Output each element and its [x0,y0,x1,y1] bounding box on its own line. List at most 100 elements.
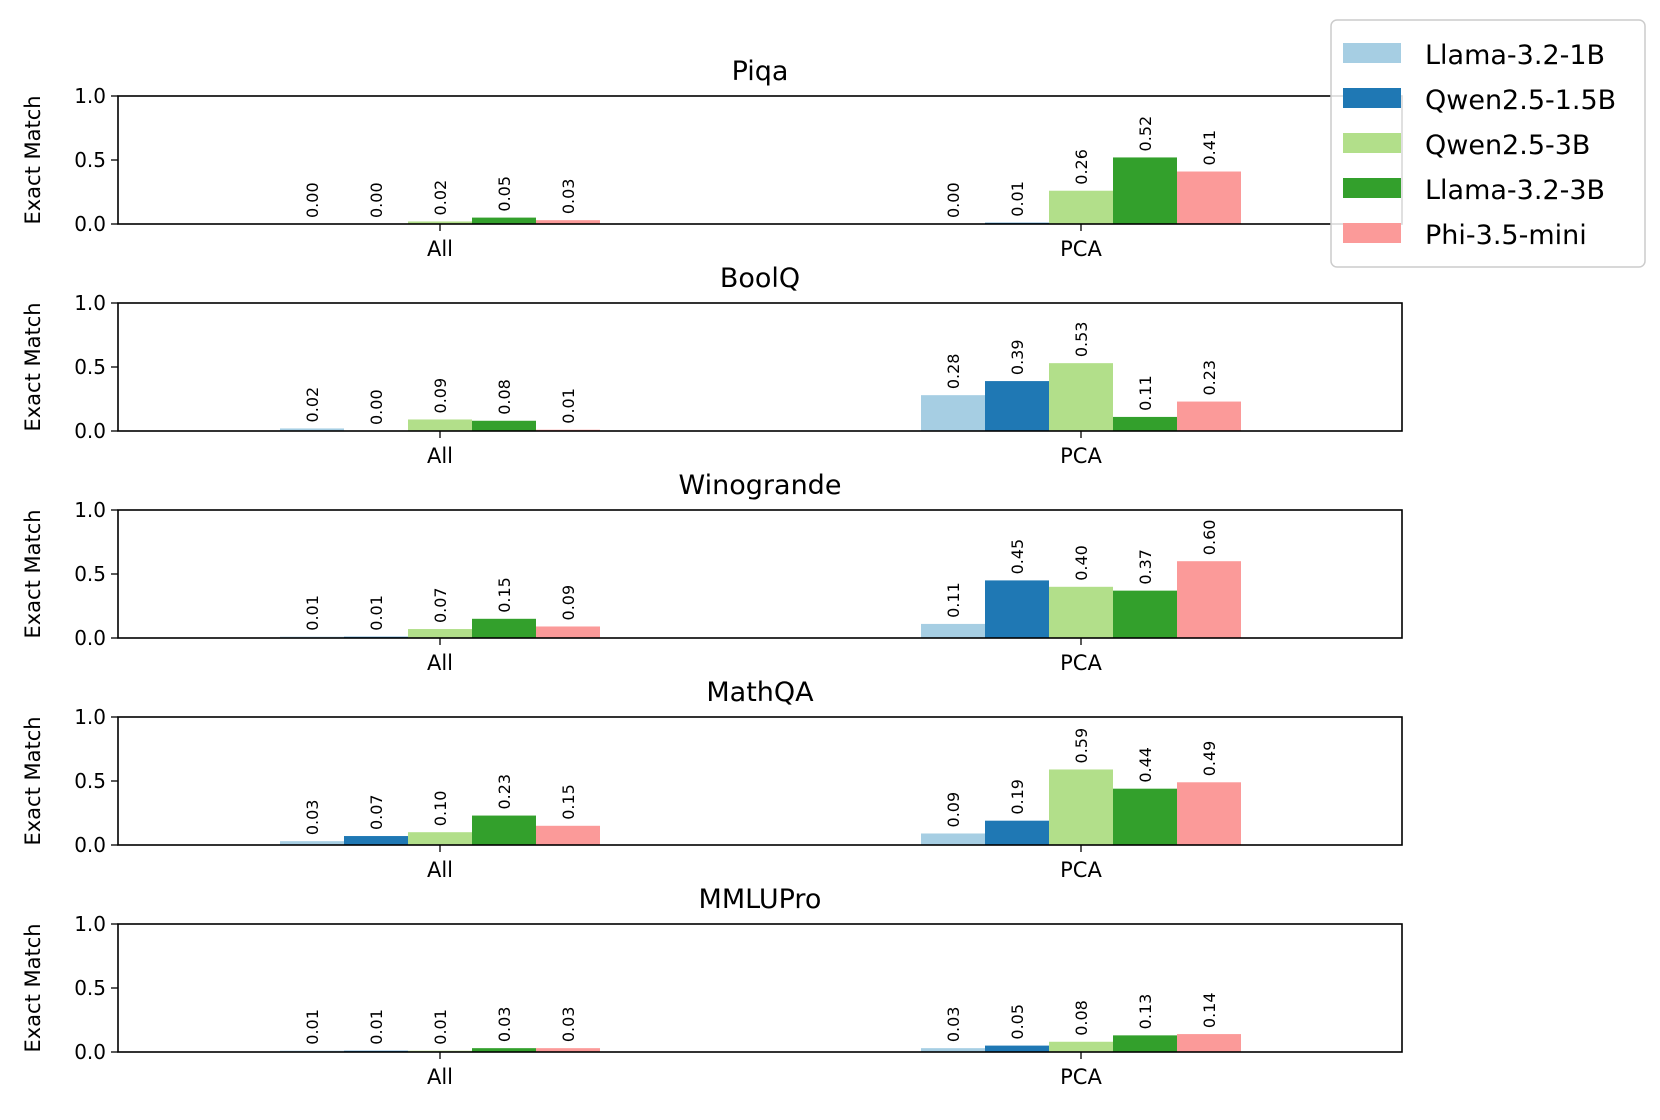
bar-value-label: 0.09 [944,792,963,828]
legend-swatch-qwen2-5-3b [1343,133,1401,153]
bar-qwen2-5-3b-pca [1049,586,1113,638]
y-tick-label: 0.5 [74,976,106,1000]
legend-frame [1330,19,1646,268]
bar-value-label: 0.08 [1072,1000,1091,1036]
bar-value-label: 0.14 [1200,992,1219,1028]
bar-llama-3-2-3b-pca [1113,157,1177,224]
bar-value-label: 0.07 [367,794,386,830]
bar-qwen2-5-1-5b-pca [985,381,1049,431]
x-tick-label: All [427,651,453,675]
y-tick-label: 1.0 [74,498,106,522]
bar-value-label: 0.26 [1072,149,1091,185]
bar-llama-3-2-3b-all [472,1048,536,1052]
y-axis-label: Exact Match [21,509,45,638]
bar-phi-3-5-mini-pca [1177,171,1241,224]
y-tick-label: 1.0 [74,705,106,729]
bar-llama-3-2-3b-all [472,420,536,431]
bar-qwen2-5-1-5b-pca [985,1045,1049,1052]
bar-value-label: 0.01 [431,1009,450,1045]
bar-phi-3-5-mini-pca [1177,1034,1241,1052]
legend-label: Llama-3.2-1B [1425,40,1605,71]
bar-llama-3-2-3b-all [472,217,536,224]
legend-label: Qwen2.5-3B [1425,130,1590,161]
bar-llama-3-2-3b-pca [1113,416,1177,431]
y-tick-label: 1.0 [74,291,106,315]
bar-value-label: 0.03 [944,1007,963,1043]
x-tick-label: PCA [1060,1065,1102,1089]
bar-value-label: 0.13 [1136,994,1155,1030]
bar-llama-3-2-1b-pca [921,623,985,638]
panel-title: Piqa [732,56,789,87]
bar-qwen2-5-1-5b-pca [985,580,1049,638]
panel-title: MMLUPro [699,884,822,915]
bar-value-label: 0.00 [944,182,963,218]
legend: Llama-3.2-1B Qwen2.5-1.5B Qwen2.5-3B Llama-… [1330,19,1646,268]
y-tick-label: 0.0 [74,626,106,650]
bar-value-label: 0.02 [303,387,322,423]
panel-title: Winogrande [679,470,842,501]
y-tick-label: 0.0 [74,212,106,236]
bar-value-label: 0.05 [495,176,514,212]
bar-value-label: 0.01 [303,1009,322,1045]
y-tick-label: 1.0 [74,912,106,936]
bar-qwen2-5-3b-pca [1049,363,1113,431]
bar-qwen2-5-3b-all [408,629,472,638]
legend-label: Llama-3.2-3B [1425,175,1605,206]
bar-llama-3-2-1b-pca [921,395,985,431]
bar-phi-3-5-mini-all [536,1048,600,1052]
bar-value-label: 0.15 [559,784,578,820]
y-axis-label: Exact Match [21,302,45,431]
bar-phi-3-5-mini-all [536,825,600,845]
bar-value-label: 0.39 [1008,339,1027,375]
bar-value-label: 0.05 [1008,1004,1027,1040]
bar-value-label: 0.59 [1072,728,1091,764]
bar-value-label: 0.03 [303,800,322,836]
bar-llama-3-2-1b-pca [921,833,985,845]
panel-mmlupro: MMLUPro Exact Match 0.0 0.5 1.0 0.01 0.03 0.01 0… [21,884,1403,1089]
bar-value-label: 0.53 [1072,322,1091,358]
bar-value-label: 0.41 [1200,130,1219,166]
bar-value-label: 0.03 [495,1007,514,1043]
bar-value-label: 0.10 [431,791,450,827]
y-tick-label: 0.5 [74,769,106,793]
bar-value-label: 0.07 [431,587,450,623]
bar-value-label: 0.00 [367,389,386,425]
bar-value-label: 0.03 [559,1007,578,1043]
bar-llama-3-2-3b-all [472,618,536,638]
bar-value-label: 0.23 [1200,360,1219,396]
x-tick-label: PCA [1060,444,1102,468]
x-tick-label: All [427,237,453,261]
bar-llama-3-2-3b-all [472,815,536,845]
legend-swatch-llama-3-2-3b [1343,178,1401,198]
panel-mathqa: MathQA Exact Match 0.0 0.5 1.0 0.03 0.09 0.07 0.… [21,677,1403,882]
y-tick-label: 0.5 [74,355,106,379]
axes-frame [117,302,1403,432]
y-axis-label: Exact Match [21,95,45,224]
bar-value-label: 0.23 [495,774,514,810]
bar-llama-3-2-3b-pca [1113,788,1177,845]
bar-value-label: 0.01 [559,388,578,424]
panel-title: BoolQ [720,263,800,294]
panel-winogrande: Winogrande Exact Match 0.0 0.5 1.0 0.01 0.11 0.… [21,470,1403,675]
x-tick-label: PCA [1060,237,1102,261]
bar-llama-3-2-1b-all [280,841,344,845]
axes-frame [117,923,1403,1053]
bar-value-label: 0.01 [1008,181,1027,217]
bar-value-label: 0.19 [1008,779,1027,815]
bar-qwen2-5-3b-all [408,832,472,845]
bar-llama-3-2-3b-pca [1113,1035,1177,1052]
y-tick-label: 1.0 [74,84,106,108]
bar-value-label: 0.08 [495,379,514,415]
panel-title: MathQA [706,677,814,708]
bar-value-label: 0.11 [944,582,963,618]
bar-qwen2-5-1-5b-all [344,836,408,845]
axes-frame [117,716,1403,846]
bar-phi-3-5-mini-pca [1177,782,1241,845]
bar-value-label: 0.01 [367,595,386,631]
bar-qwen2-5-3b-pca [1049,190,1113,224]
bar-value-label: 0.01 [303,595,322,631]
bar-value-label: 0.45 [1008,539,1027,575]
bar-qwen2-5-3b-pca [1049,769,1113,845]
bar-value-label: 0.11 [1136,375,1155,411]
